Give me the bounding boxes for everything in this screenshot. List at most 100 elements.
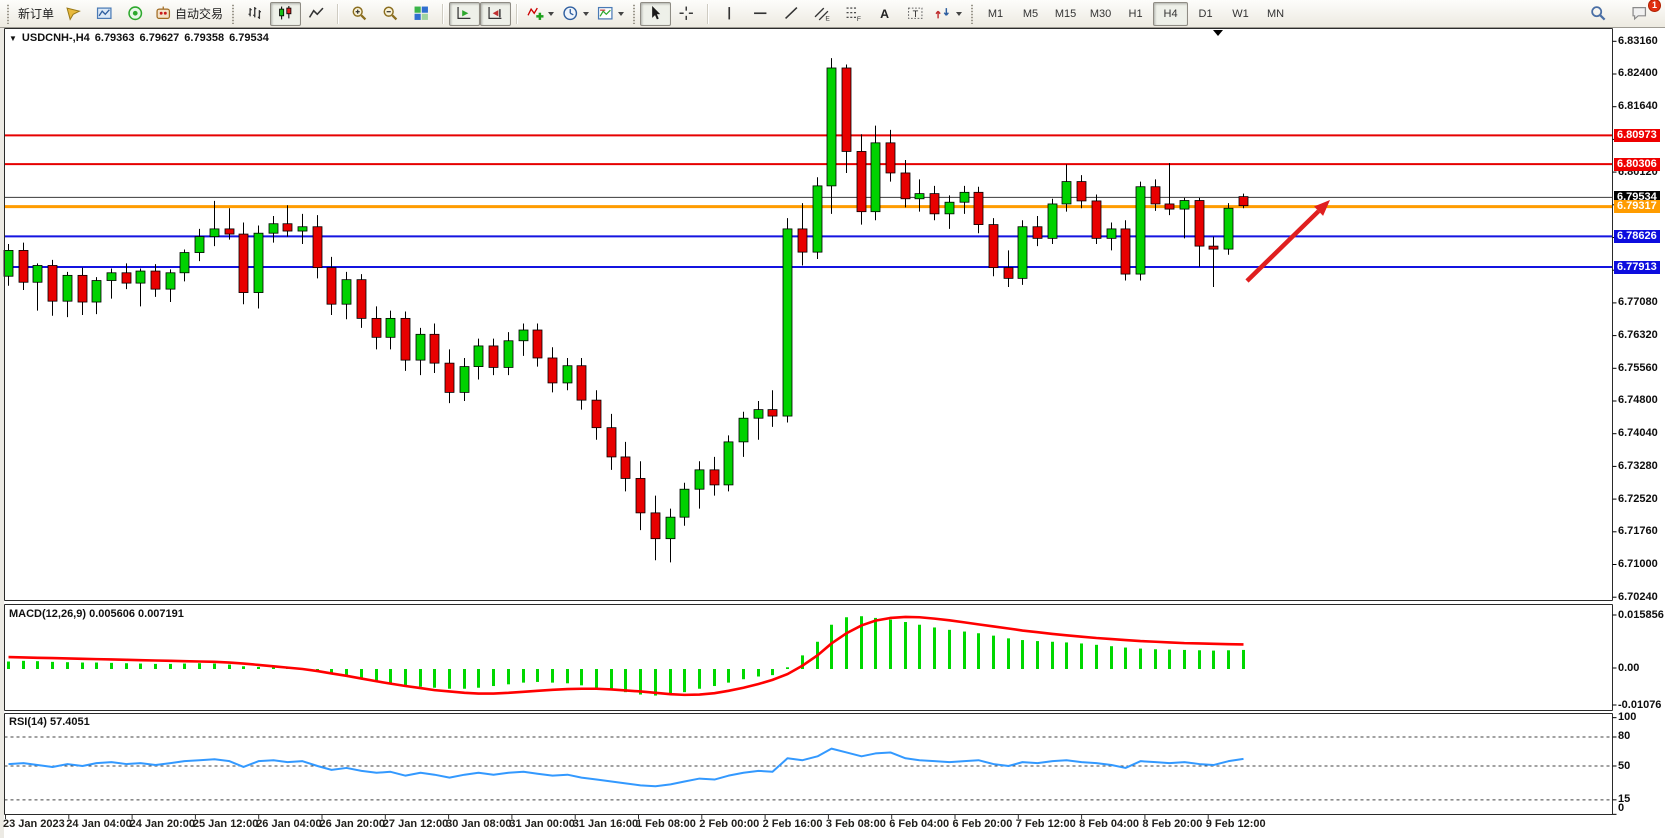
chart-shift-marker[interactable] (1213, 30, 1223, 36)
price-tick-label: 6.74040 (1618, 427, 1658, 440)
time-tick-label: 6 Feb 04:00 (889, 818, 950, 830)
candle (694, 461, 705, 509)
rsi-axis-label: 0 (1618, 801, 1625, 814)
crosshair-button[interactable] (671, 2, 702, 26)
candle (371, 306, 382, 350)
time-tick-label: 26 Jan 20:00 (319, 818, 385, 830)
price-tick-label: 6.74800 (1618, 394, 1658, 407)
candle (591, 390, 602, 440)
toolbar-group-0: 新订单 自动交易 (14, 2, 227, 26)
signals-button[interactable] (120, 2, 151, 26)
bar-chart-button[interactable] (239, 2, 270, 26)
trend-arrow-annotation[interactable] (1245, 200, 1330, 283)
toolbar-separator (337, 3, 340, 24)
search-button[interactable] (1583, 2, 1614, 26)
candle (1017, 220, 1028, 285)
macd-axis-label: -0.01076 (1618, 698, 1662, 711)
rsi-label: RSI(14) 57.4051 (9, 716, 90, 728)
tile-windows-button[interactable] (406, 2, 437, 26)
autotrading-button[interactable]: 自动交易 (151, 2, 227, 26)
text-label-button[interactable]: T (900, 2, 931, 26)
zoom-out-button[interactable] (375, 2, 406, 26)
time-tick-label: 3 Feb 08:00 (825, 818, 886, 830)
candlestick-chart-button[interactable] (270, 1, 302, 26)
timeframe-m15-label: M15 (1054, 7, 1077, 20)
time-axis-ticks (5, 815, 1209, 819)
candle (532, 323, 543, 367)
timeframe-mn[interactable]: MN (1258, 2, 1293, 26)
line-chart-icon (308, 7, 324, 18)
timeframe-h4[interactable]: H4 (1153, 1, 1189, 26)
open-value: 6.79363 (94, 32, 135, 44)
candle (753, 400, 764, 440)
indicators-button[interactable] (523, 2, 558, 26)
new-order-button[interactable]: 新订单 (14, 2, 58, 26)
candle (606, 413, 617, 470)
text-button[interactable]: A (869, 2, 900, 26)
line-chart-button[interactable] (301, 2, 332, 26)
candle (62, 271, 73, 318)
toolbar-group-4 (523, 2, 628, 26)
candle (282, 205, 293, 237)
candle (179, 249, 190, 282)
cursor-button[interactable] (640, 1, 672, 26)
fibonacci-button[interactable]: F (838, 2, 869, 26)
chat-icon (1632, 6, 1647, 21)
equidistant-channel-button[interactable]: E (807, 2, 838, 26)
candle (238, 222, 249, 305)
trend-line-icon (785, 7, 798, 19)
candle (253, 225, 264, 309)
svg-text:A: A (880, 7, 889, 21)
timeframe-m15[interactable]: M15 (1048, 2, 1083, 26)
low-value: 6.79358 (184, 32, 225, 44)
indicators-add-icon (527, 7, 544, 20)
price-level-badge: 6.78626 (1614, 229, 1660, 243)
timeframe-m1-label: M1 (987, 7, 1004, 20)
toolbar-right: 1 (1583, 0, 1661, 26)
time-tick-label: 2 Feb 16:00 (762, 818, 823, 830)
timeframe-w1[interactable]: W1 (1223, 2, 1258, 26)
price-chart-canvas[interactable] (0, 28, 1665, 601)
templates-icon (597, 6, 613, 20)
arrows-button[interactable] (931, 2, 966, 26)
time-tick-label: 27 Jan 12:00 (382, 818, 449, 830)
time-tick-label: 25 Jan 12:00 (192, 818, 259, 830)
rsi-panel-canvas[interactable] (0, 711, 1665, 815)
timeframe-h1[interactable]: H1 (1118, 2, 1153, 26)
svg-text:F: F (857, 16, 861, 22)
macd-panel-canvas[interactable] (0, 601, 1665, 713)
candle (135, 268, 146, 307)
time-tick-label: 26 Jan 04:00 (256, 818, 322, 830)
price-tick-label: 6.71760 (1618, 525, 1658, 538)
rsi-line (8, 747, 1244, 788)
candle (856, 134, 867, 225)
candle (620, 441, 631, 492)
vertical-line-button[interactable] (714, 2, 745, 26)
history-pointer-button[interactable] (58, 2, 89, 26)
candle (400, 311, 411, 371)
timeframe-m1[interactable]: M1 (978, 2, 1013, 26)
zoom-in-button[interactable] (344, 2, 375, 26)
text-label-icon: T (908, 7, 923, 19)
notifications-button[interactable]: 1 (1624, 0, 1661, 26)
timeframe-m5[interactable]: M5 (1013, 2, 1048, 26)
periods-button[interactable] (558, 2, 593, 26)
candle (91, 277, 102, 315)
horizontal-line-button[interactable] (745, 2, 776, 26)
timeframe-m30[interactable]: M30 (1083, 2, 1118, 26)
chart-shift-button[interactable] (480, 1, 512, 26)
trendline-button[interactable] (776, 2, 807, 26)
timeframe-d1[interactable]: D1 (1188, 2, 1223, 26)
toolbar-group-5 (640, 1, 702, 26)
cursor-arrow-icon (652, 6, 661, 20)
chart-menu-icon[interactable]: ▼ (9, 33, 17, 43)
auto-scroll-button[interactable] (449, 1, 481, 26)
candle (297, 213, 308, 244)
time-tick-label: 24 Jan 20:00 (129, 818, 196, 830)
market-window-button[interactable] (89, 2, 120, 26)
candle (562, 357, 573, 391)
price-tick-label: 6.70240 (1618, 590, 1658, 603)
templates-button[interactable] (593, 2, 628, 26)
candle (326, 256, 337, 315)
